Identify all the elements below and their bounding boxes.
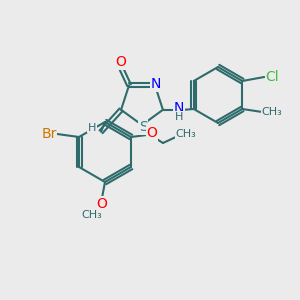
Text: CH₃: CH₃ — [176, 129, 197, 139]
Text: N: N — [174, 101, 184, 115]
Text: CH₃: CH₃ — [82, 210, 102, 220]
Text: H: H — [175, 112, 183, 122]
Text: O: O — [146, 126, 158, 140]
Text: CH₃: CH₃ — [262, 107, 283, 117]
Text: Br: Br — [41, 127, 57, 141]
Text: H: H — [88, 123, 96, 133]
Text: S: S — [139, 120, 147, 134]
Text: Cl: Cl — [266, 70, 279, 84]
Text: O: O — [97, 197, 107, 211]
Text: N: N — [151, 77, 161, 91]
Text: O: O — [115, 55, 126, 69]
